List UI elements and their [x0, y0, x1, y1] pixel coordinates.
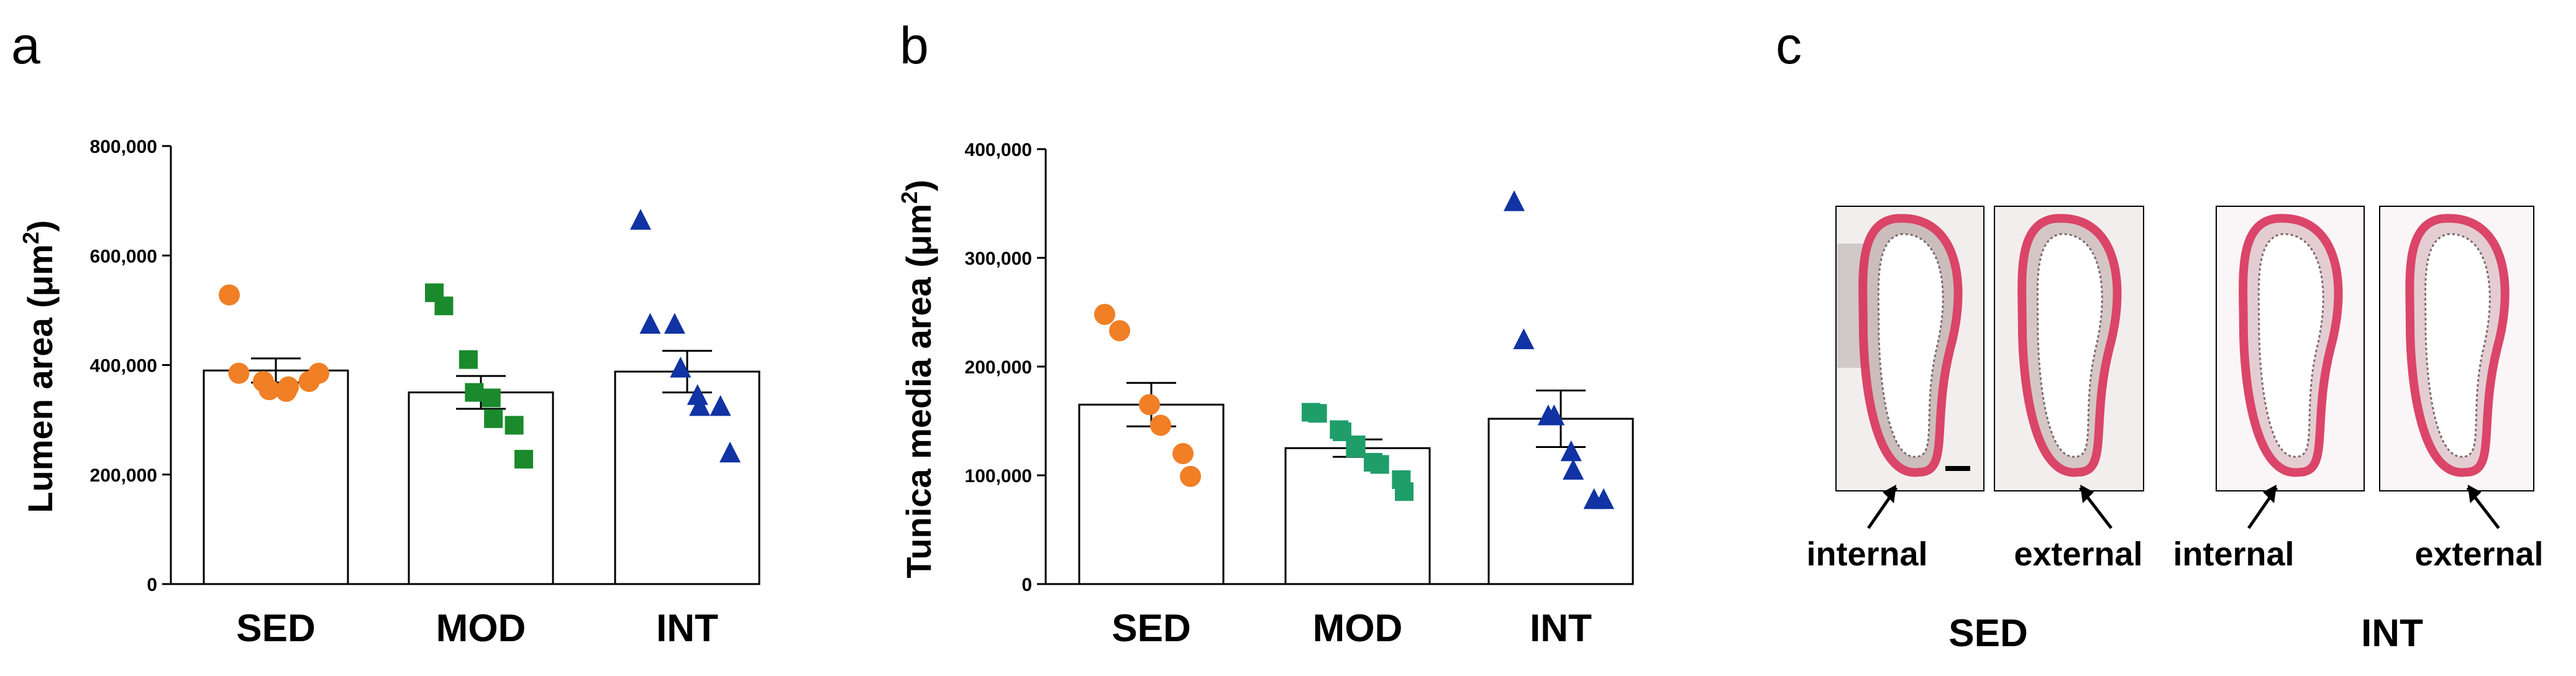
chart-a-ytick-label: 400,000 — [90, 356, 157, 377]
chart-a-point-mod — [505, 416, 524, 435]
panel-letter-c: c — [1776, 16, 1802, 75]
chart-b-point-int — [1593, 488, 1614, 509]
chart-b-ylabel-exp: 2 — [897, 191, 922, 204]
chart-a-point-sed — [308, 362, 329, 384]
chart-b-point-mod — [1395, 482, 1414, 501]
chart-a-bar-mod — [408, 391, 554, 585]
arrow-head-icon — [1883, 485, 1897, 503]
chart-tunica-media-area: 0 100,000 200,000 300,000 400,000 SED MOD INT — [965, 140, 1634, 650]
chart-b-point-mod — [1346, 439, 1365, 458]
chart-a-bar-sed — [203, 369, 349, 585]
chart-b-point-sed — [1109, 320, 1130, 342]
micrograph-label-external: external — [2414, 536, 2543, 573]
chart-a-ylabel-main: Lumen area ( — [21, 296, 60, 513]
chart-a-point-mod — [514, 450, 533, 469]
arrow-head-icon — [2080, 485, 2094, 503]
chart-a-point-int — [719, 441, 741, 463]
chart-b-ylabel-close: ) — [899, 180, 938, 191]
chart-a-point-sed — [228, 362, 250, 384]
chart-a-point-mod — [459, 350, 478, 369]
chart-b-ytick-label: 0 — [1021, 575, 1032, 595]
chart-a-point-int — [630, 209, 651, 230]
vessel-lumen — [2257, 233, 2324, 458]
chart-b-ytick-label: 100,000 — [965, 466, 1032, 486]
chart-a-ylabel-exp: 2 — [18, 232, 43, 244]
chart-b-ytick-label: 200,000 — [965, 357, 1032, 378]
chart-a-point-sed — [278, 376, 299, 398]
chart-a-point-sed — [258, 379, 280, 401]
arrow-head-icon — [2467, 485, 2482, 503]
chart-a-ylabel: Lumen area (μm2) — [18, 220, 60, 513]
chart-a-point-mod — [484, 409, 503, 428]
chart-b-ylabel-unit: μm — [899, 204, 938, 256]
chart-b-point-int — [1560, 440, 1582, 462]
chart-b-category-mod: MOD — [1313, 607, 1403, 650]
vessel-lumen — [1877, 233, 1944, 458]
vessel-lumen — [2036, 233, 2103, 458]
micrograph-int-external — [2379, 206, 2534, 529]
chart-b-point-int — [1563, 459, 1584, 480]
chart-a-ylabel-close: ) — [21, 220, 60, 232]
chart-b-point-int — [1543, 404, 1565, 426]
chart-b-bar-mod — [1284, 447, 1431, 585]
micrograph-int-internal — [2216, 206, 2365, 529]
arrow-head-icon — [2263, 485, 2277, 503]
vessel-lumen — [2424, 233, 2491, 458]
chart-b-point-sed — [1180, 465, 1201, 487]
panel-letter-a: a — [11, 16, 40, 75]
chart-b-ylabel: Tunica media area (μm2) — [897, 180, 938, 578]
chart-a-bar-int — [614, 370, 760, 585]
chart-b-ylabel-main: Tunica media area ( — [899, 256, 938, 578]
panel-letter-b: b — [900, 16, 929, 75]
chart-b-bar-sed — [1078, 403, 1225, 585]
micrograph-sed-external — [1994, 206, 2144, 529]
chart-a-point-mod — [434, 296, 454, 316]
micrograph-label-internal: internal — [2173, 536, 2294, 573]
chart-b-ytick-label: 400,000 — [965, 140, 1032, 160]
chart-a-category-mod: MOD — [436, 607, 526, 650]
micrograph-group-sed: SED — [1948, 612, 2027, 655]
chart-b-point-sed — [1094, 304, 1115, 325]
chart-b-category-sed: SED — [1112, 607, 1190, 650]
chart-a-point-int — [639, 313, 661, 334]
chart-b-point-int — [1504, 190, 1525, 211]
chart-lumen-area: 0 200,000 400,000 600,000 800,000 SED MOD INT — [90, 137, 760, 650]
chart-b-point-sed — [1172, 443, 1194, 464]
chart-a-ytick-label: 600,000 — [90, 246, 157, 267]
chart-a-ytick-label: 800,000 — [90, 137, 157, 157]
micrograph-label-internal: internal — [1806, 536, 1927, 573]
chart-a-ytick-label: 0 — [147, 575, 157, 595]
chart-a-category-int: INT — [656, 607, 718, 650]
chart-a-point-mod — [482, 388, 501, 408]
micrograph-panel: internal external internal external — [1806, 206, 2544, 573]
chart-a-point-int — [689, 395, 711, 416]
chart-a-point-int — [664, 313, 685, 334]
chart-a-point-int — [670, 357, 692, 378]
scale-bar — [1945, 466, 1970, 471]
chart-b-point-sed — [1139, 394, 1160, 416]
chart-b-point-mod — [1308, 404, 1327, 423]
chart-b-ytick-label: 300,000 — [965, 249, 1032, 269]
chart-b-point-int — [1513, 328, 1535, 349]
chart-a-point-int — [710, 395, 731, 416]
micrograph-label-external: external — [2014, 536, 2142, 573]
micrograph-group-int: INT — [2361, 612, 2423, 655]
chart-a-point-mod — [465, 383, 484, 402]
chart-b-point-mod — [1370, 455, 1389, 474]
chart-b-category-int: INT — [1530, 607, 1592, 650]
chart-a-point-int — [687, 384, 708, 405]
chart-a-point-sed — [219, 284, 240, 306]
chart-b-point-sed — [1150, 414, 1171, 436]
chart-a-category-sed: SED — [236, 607, 315, 650]
micrograph-sed-internal — [1835, 206, 1985, 529]
chart-a-ylabel-unit: μm — [21, 244, 60, 296]
chart-a-ytick-label: 200,000 — [90, 465, 157, 486]
